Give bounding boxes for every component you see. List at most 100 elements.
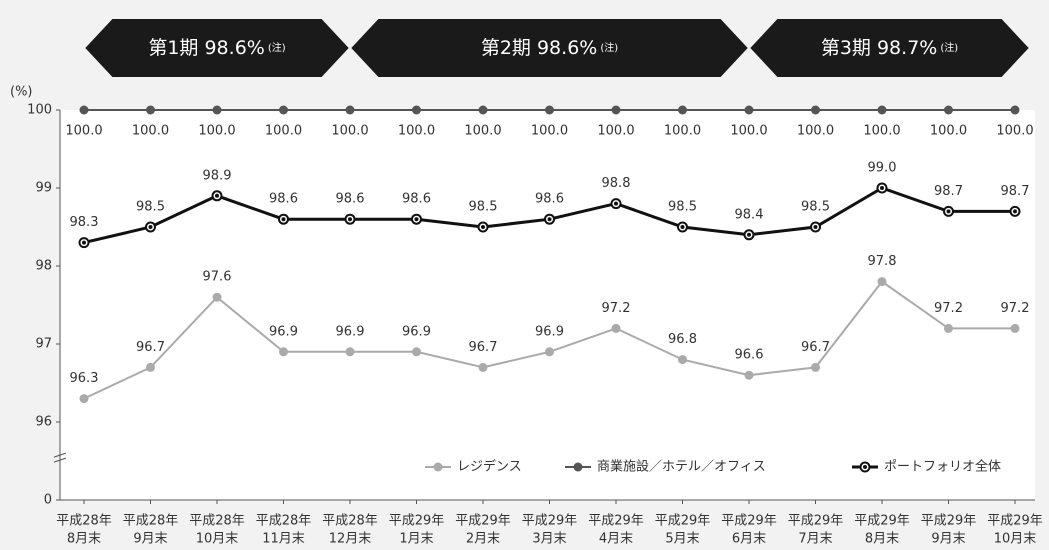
legend-label: 商業施設／ホテル／オフィス bbox=[597, 459, 766, 475]
period-label: 第1期 98.6% (注) bbox=[148, 37, 285, 59]
x-tick-label: 平成28年 bbox=[189, 514, 245, 529]
point-inner bbox=[348, 217, 352, 222]
value-label: 96.3 bbox=[70, 371, 99, 386]
value-label: 100.0 bbox=[664, 124, 701, 139]
period-note: (注) bbox=[600, 41, 618, 54]
point bbox=[943, 205, 954, 217]
value-label: 100.0 bbox=[996, 124, 1033, 139]
value-label: 98.5 bbox=[668, 200, 697, 215]
y-tick-label: 99 bbox=[35, 181, 52, 196]
value-label: 96.9 bbox=[402, 324, 431, 339]
x-tick-label: 3月末 bbox=[532, 532, 566, 547]
x-tick-label: 平成28年 bbox=[123, 514, 179, 529]
value-label: 98.4 bbox=[735, 207, 764, 222]
value-label: 98.6 bbox=[336, 192, 365, 207]
x-tick-label: 8月末 bbox=[67, 532, 101, 547]
period-banner bbox=[747, 17, 1032, 79]
y-tick-label: 98 bbox=[35, 259, 52, 274]
point-inner bbox=[82, 240, 86, 245]
x-tick-label: 9月末 bbox=[931, 532, 965, 547]
x-tick-label: 10月末 bbox=[196, 532, 239, 547]
point bbox=[279, 105, 288, 115]
y-tick-label: 100 bbox=[27, 103, 52, 118]
x-tick-label: 1月末 bbox=[399, 532, 433, 547]
plot-area bbox=[60, 110, 1035, 500]
x-tick-label: 11月末 bbox=[262, 532, 305, 547]
point bbox=[212, 292, 222, 302]
point-inner bbox=[813, 225, 818, 229]
x-tick-label: 平成29年 bbox=[655, 514, 711, 529]
point bbox=[877, 105, 887, 115]
value-label: 97.2 bbox=[934, 301, 963, 316]
x-tick-label: 6月末 bbox=[732, 532, 766, 547]
value-label: 100.0 bbox=[464, 124, 501, 139]
x-tick-label: 平成28年 bbox=[56, 514, 112, 529]
point-inner bbox=[1013, 209, 1017, 214]
point bbox=[278, 213, 289, 225]
point bbox=[876, 182, 888, 194]
point bbox=[1010, 323, 1020, 333]
value-label: 96.7 bbox=[801, 340, 830, 355]
point-inner bbox=[281, 217, 286, 222]
x-tick-label: 平成29年 bbox=[455, 514, 511, 529]
point bbox=[78, 237, 90, 249]
period-label: 第2期 98.6% (注) bbox=[481, 37, 618, 59]
value-label: 99.0 bbox=[868, 161, 897, 176]
x-tick-label: 4月末 bbox=[599, 532, 633, 547]
value-label: 97.2 bbox=[602, 301, 631, 316]
legend-label: レジデンス bbox=[457, 459, 522, 475]
point-inner bbox=[614, 201, 618, 206]
value-label: 98.6 bbox=[535, 192, 564, 207]
x-tick-label: 平成29年 bbox=[854, 514, 910, 529]
point bbox=[611, 105, 621, 115]
point bbox=[811, 362, 820, 372]
point bbox=[611, 323, 621, 333]
x-tick-label: 平成29年 bbox=[721, 514, 777, 529]
point bbox=[146, 362, 155, 372]
y-tick-label: 96 bbox=[35, 415, 52, 430]
point-inner bbox=[863, 465, 867, 469]
value-label: 98.6 bbox=[402, 192, 431, 207]
period-label: 第3期 98.7% (注) bbox=[821, 37, 958, 59]
value-label: 96.9 bbox=[336, 324, 365, 339]
point bbox=[411, 213, 422, 225]
point bbox=[344, 213, 356, 225]
point bbox=[743, 229, 755, 241]
point bbox=[810, 221, 821, 233]
period-text: 第1期 98.6% bbox=[148, 37, 265, 59]
value-label: 100.0 bbox=[265, 124, 302, 139]
value-label: 100.0 bbox=[398, 124, 435, 139]
x-tick-label: 5月末 bbox=[665, 532, 699, 547]
point bbox=[477, 221, 489, 233]
y-tick-label: 0 bbox=[44, 493, 52, 508]
x-tick-label: 10月末 bbox=[994, 532, 1037, 547]
point bbox=[744, 370, 754, 380]
point-inner bbox=[880, 186, 884, 190]
x-tick-label: 9月末 bbox=[133, 532, 167, 547]
value-label: 96.8 bbox=[668, 332, 697, 347]
point bbox=[412, 347, 421, 357]
value-label: 100.0 bbox=[930, 124, 967, 139]
value-label: 98.7 bbox=[1001, 184, 1030, 199]
value-label: 96.6 bbox=[735, 348, 764, 363]
value-label: 98.5 bbox=[801, 200, 830, 215]
value-label: 100.0 bbox=[331, 124, 368, 139]
value-label: 100.0 bbox=[863, 124, 900, 139]
point bbox=[433, 462, 443, 472]
point bbox=[678, 105, 687, 115]
point-inner bbox=[946, 209, 951, 214]
axis-break bbox=[53, 452, 67, 463]
x-tick-label: 8月末 bbox=[865, 532, 899, 547]
x-tick-label: 平成29年 bbox=[987, 514, 1043, 529]
value-label: 96.7 bbox=[136, 340, 165, 355]
point-inner bbox=[547, 217, 552, 222]
point bbox=[859, 461, 871, 473]
value-label: 100.0 bbox=[730, 124, 767, 139]
value-label: 98.6 bbox=[269, 192, 298, 207]
point bbox=[79, 105, 89, 115]
value-label: 100.0 bbox=[531, 124, 568, 139]
point bbox=[345, 105, 355, 115]
value-label: 98.5 bbox=[469, 200, 498, 215]
point bbox=[573, 462, 583, 472]
